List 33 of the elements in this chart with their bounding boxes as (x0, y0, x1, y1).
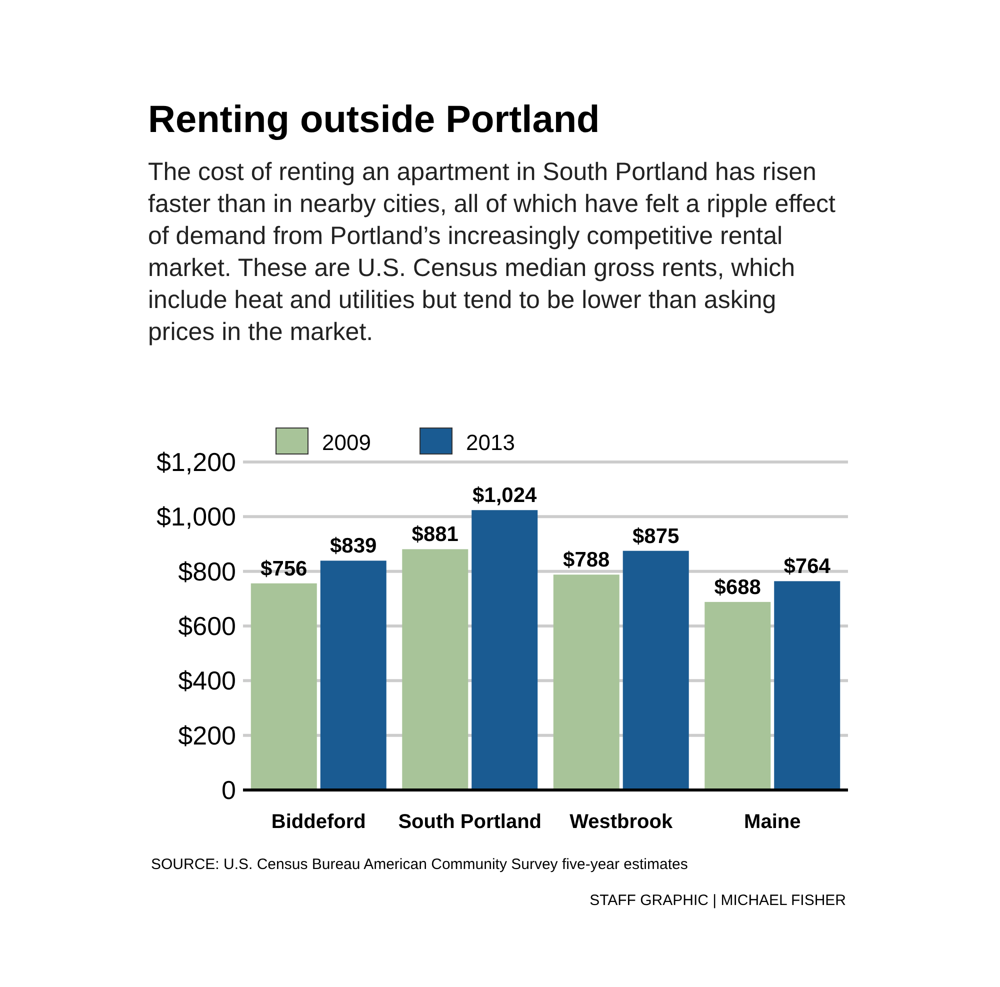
bar (553, 574, 620, 790)
x-tick-label: South Portland (398, 811, 542, 833)
chart-title: Renting outside Portland (148, 99, 600, 141)
data-label: $756 (260, 557, 308, 580)
source-note: SOURCE: U.S. Census Bureau American Community Survey five-year estimates (151, 856, 688, 873)
bar (250, 583, 317, 790)
y-tick-label: $400 (178, 666, 236, 696)
y-tick-label: $600 (178, 611, 236, 641)
legend-label: 2009 (322, 430, 371, 455)
data-label: $1,024 (472, 484, 538, 508)
data-label: $881 (412, 523, 459, 546)
legend-label: 2013 (466, 430, 515, 455)
bar (622, 550, 689, 790)
x-tick-label: Maine (744, 811, 801, 833)
chart-subtitle: The cost of renting an apartment in South Portland has risen faster than in nearby cities, all of which have felt a ripple effect of demand from Portland’s increasingly competitive rental market. These are U.S. Census median gross rents, which include heat and utilities but tend to be lower than asking prices in the market. (148, 158, 836, 346)
data-label: $788 (563, 548, 610, 572)
data-label: $688 (714, 576, 762, 599)
bar (704, 602, 771, 790)
x-tick-label: Westbrook (570, 811, 674, 833)
text: STAFF GRAPHIC | MICHAEL FISHER (590, 892, 846, 909)
y-tick-label: $1,000 (156, 502, 236, 532)
data-label: $839 (330, 534, 377, 558)
bar (402, 549, 468, 790)
data-label: $875 (632, 524, 680, 548)
y-tick-label: $200 (178, 720, 236, 750)
bar (472, 510, 538, 790)
bar (320, 560, 386, 790)
x-tick-label: Biddeford (271, 811, 366, 833)
bar (774, 581, 840, 790)
data-label: $764 (784, 555, 831, 578)
y-tick-label: $800 (178, 556, 236, 586)
y-tick-label: $1,200 (156, 447, 236, 477)
y-tick-label: 0 (222, 775, 236, 805)
